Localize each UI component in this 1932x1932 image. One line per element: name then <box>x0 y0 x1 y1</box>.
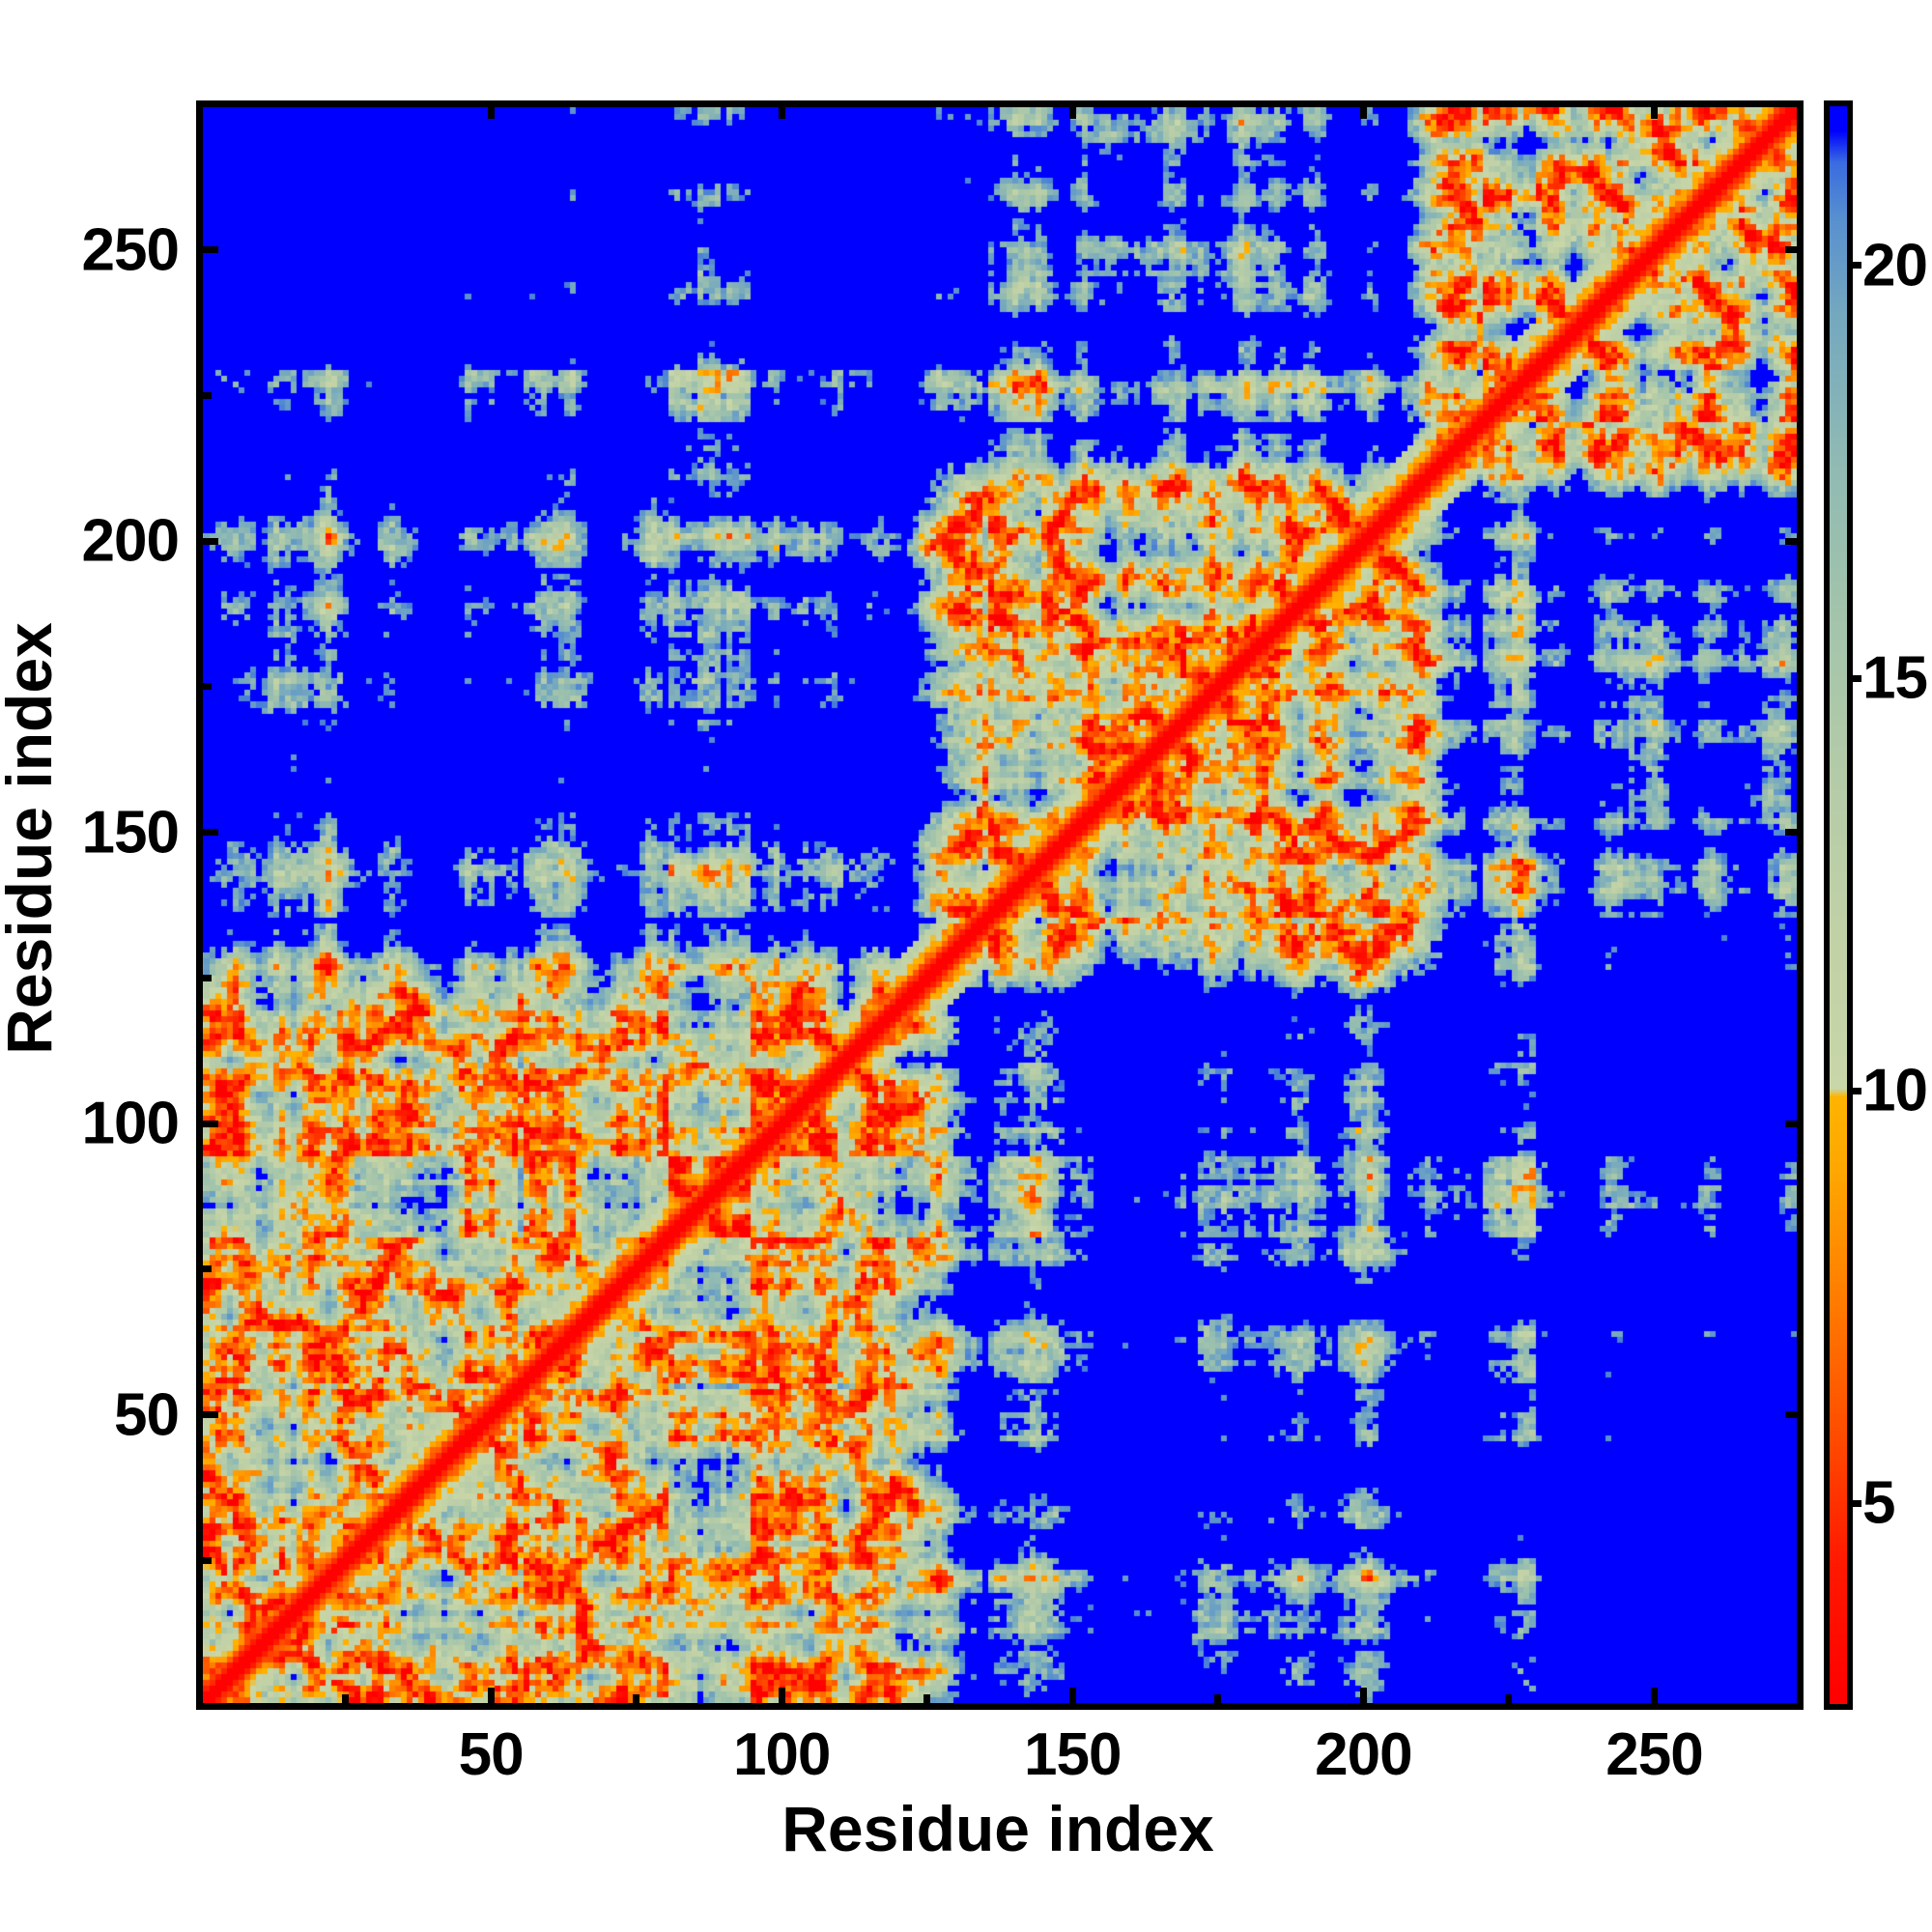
y-tick-label-250: 250 <box>81 216 180 284</box>
y-tick-150 <box>203 829 218 837</box>
y-tick-label-150: 150 <box>81 799 180 867</box>
y-right-tick-50 <box>1785 1411 1797 1419</box>
x-tick-label-250: 250 <box>1605 1721 1703 1788</box>
y-right-tick-200 <box>1785 537 1797 545</box>
x-axis-title: Residue index <box>781 1793 1214 1864</box>
x-tick-label-200: 200 <box>1315 1721 1412 1788</box>
x-tick-50 <box>487 1688 495 1703</box>
x-tick-100 <box>778 1688 785 1703</box>
x-minor-tick-75 <box>633 1694 640 1703</box>
x-tick-150 <box>1068 1688 1076 1703</box>
heatmap-plot-area <box>196 100 1804 1710</box>
x-minor-tick-25 <box>342 1694 350 1703</box>
colorbar <box>1824 100 1853 1710</box>
colorbar-gradient <box>1830 106 1847 1704</box>
x-tick-label-150: 150 <box>1024 1721 1122 1788</box>
y-axis-title: Residue index <box>0 622 65 1055</box>
y-minor-tick-175 <box>203 683 212 691</box>
x-tick-250 <box>1650 1688 1658 1703</box>
y-tick-250 <box>203 246 218 254</box>
y-tick-label-50: 50 <box>114 1381 180 1449</box>
y-tick-50 <box>203 1411 218 1419</box>
x-minor-tick-125 <box>923 1694 931 1703</box>
y-tick-label-200: 200 <box>81 507 180 575</box>
y-right-tick-250 <box>1785 246 1797 254</box>
colorbar-tick-15 <box>1847 674 1861 682</box>
y-tick-label-100: 100 <box>81 1090 180 1157</box>
colorbar-tick-label-20: 20 <box>1862 232 1928 299</box>
x-tick-label-50: 50 <box>458 1721 525 1788</box>
contact-map-canvas <box>203 107 1797 1703</box>
x-tick-200 <box>1359 1688 1367 1703</box>
x-top-tick-200 <box>1359 107 1367 119</box>
x-tick-label-100: 100 <box>732 1721 831 1788</box>
colorbar-tick-label-10: 10 <box>1862 1057 1928 1124</box>
colorbar-tick-label-5: 5 <box>1862 1469 1895 1537</box>
x-minor-tick-225 <box>1505 1694 1513 1703</box>
x-top-tick-250 <box>1650 107 1658 119</box>
x-top-tick-50 <box>487 107 495 119</box>
x-minor-tick-175 <box>1214 1694 1222 1703</box>
colorbar-tick-5 <box>1847 1499 1861 1507</box>
y-minor-tick-125 <box>203 974 212 981</box>
y-minor-tick-225 <box>203 391 212 399</box>
y-tick-100 <box>203 1120 218 1127</box>
colorbar-tick-10 <box>1847 1087 1861 1094</box>
x-top-tick-150 <box>1068 107 1076 119</box>
y-minor-tick-75 <box>203 1265 212 1273</box>
x-top-tick-100 <box>778 107 785 119</box>
y-tick-200 <box>203 537 218 545</box>
y-minor-tick-25 <box>203 1556 212 1564</box>
y-right-tick-100 <box>1785 1120 1797 1127</box>
colorbar-tick-20 <box>1847 262 1861 270</box>
y-right-tick-150 <box>1785 829 1797 837</box>
colorbar-tick-label-15: 15 <box>1862 644 1928 712</box>
